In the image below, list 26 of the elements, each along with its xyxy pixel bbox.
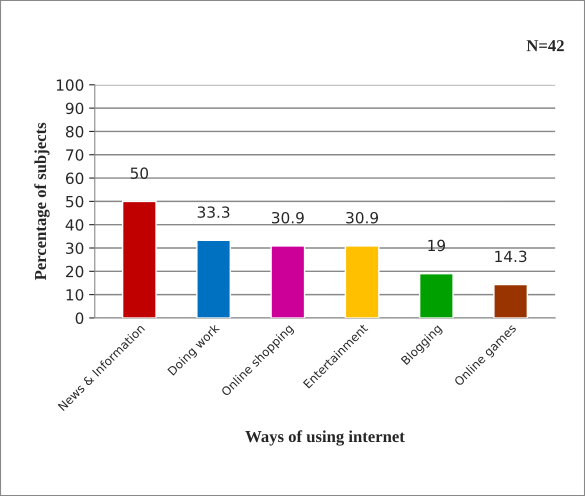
y-tick-label: 80: [66, 126, 84, 138]
y-tick-label: 70: [66, 149, 84, 161]
data-label: 19: [428, 240, 445, 252]
y-tick-label: 20: [66, 266, 84, 278]
data-label: 30.9: [272, 212, 304, 224]
data-label: 14.3: [495, 250, 526, 262]
data-label: 33.3: [198, 206, 230, 218]
bar: [270, 245, 306, 318]
y-tick-label: 30: [66, 242, 84, 254]
y-tick-label: 0: [76, 312, 84, 324]
text: N=42: [526, 40, 564, 52]
data-label: 50: [130, 167, 148, 179]
bar: [418, 272, 454, 318]
x-axis-title: Ways of using internet: [245, 430, 405, 446]
y-tick-label: 10: [66, 289, 84, 301]
data-label: 30.9: [346, 212, 378, 224]
bar: [344, 245, 380, 318]
y-tick-label: 100: [56, 79, 84, 91]
bar: [493, 284, 528, 318]
y-axis-title: Percentage of subjects: [34, 122, 50, 280]
y-tick-label: 60: [66, 172, 84, 184]
bar: [196, 240, 231, 318]
y-tick-label: 40: [66, 219, 84, 231]
y-tick-label: 90: [66, 102, 84, 114]
bar: [122, 200, 157, 318]
y-tick-label: 50: [66, 196, 84, 208]
